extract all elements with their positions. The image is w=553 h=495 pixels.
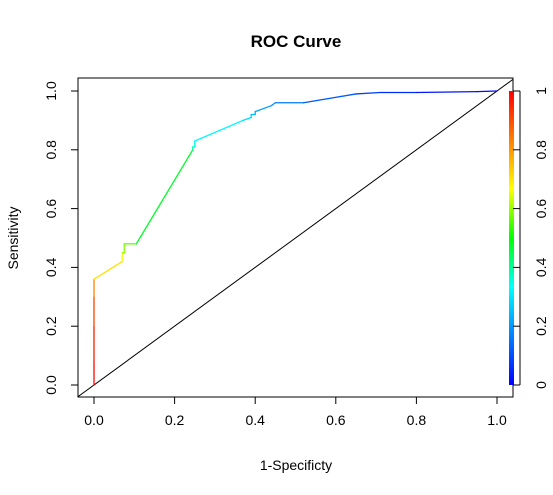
roc-segment [302,93,357,104]
x-axis: 0.0 0.2 0.4 0.6 0.8 1.0 [84,396,507,428]
roc-curve [93,90,498,386]
y-tick-label: 0.6 [43,199,59,219]
roc-segment [242,116,252,122]
y-tick-label: 0.4 [43,257,59,277]
y-axis-label: Sensitivity [5,206,21,269]
x-tick-label: 0.6 [326,412,346,428]
roc-segment [476,90,498,93]
roc-segment [93,260,123,280]
roc-segment [355,91,381,95]
x-tick-label: 0.8 [407,412,427,428]
y-tick-label: 0.2 [43,316,59,336]
roc-segment [194,119,244,142]
roc-segment [135,149,194,245]
y-tick-label: 0.8 [43,140,59,160]
colorbar-tick-label: 0.2 [533,316,549,336]
roc-segment [254,105,272,113]
roc-segment [415,90,478,94]
x-tick-label: 0.0 [84,412,104,428]
x-tick-label: 1.0 [487,412,507,428]
reference-diagonal-line [77,78,514,398]
x-tick-label: 0.2 [165,412,185,428]
x-tick-label: 0.4 [245,412,265,428]
x-axis-label: 1-Specificty [260,457,332,473]
y-tick-label: 0.0 [43,375,59,395]
colorbar-tick-label: 0 [533,381,549,389]
colorbar-tick-label: 0.8 [533,140,549,160]
y-axis: 0.0 0.2 0.4 0.6 0.8 1.0 [43,81,79,395]
colorbar-tick-label: 0.4 [533,257,549,277]
colorbar [509,91,514,385]
colorbar-axis: 0 0.2 0.4 0.6 0.8 1 [513,87,549,389]
colorbar-tick-label: 0.6 [533,199,549,219]
roc-segment [270,102,277,107]
chart-title: ROC Curve [251,32,342,51]
colorbar-tick-label: 1 [533,87,549,95]
y-tick-label: 1.0 [43,81,59,101]
